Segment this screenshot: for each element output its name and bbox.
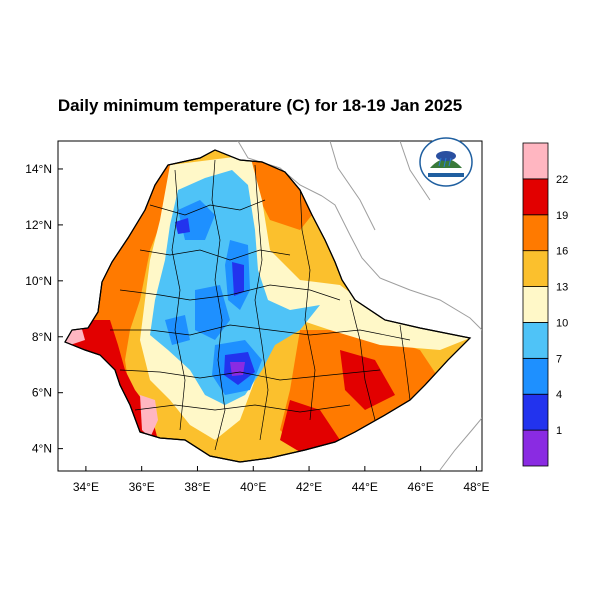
colorbar-label: 16 — [556, 246, 568, 258]
colorbar-swatch — [522, 429, 549, 467]
colorbar-legend: 1 4 7 10 13 16 19 22 — [522, 142, 568, 467]
colorbar-swatch — [522, 178, 549, 216]
x-axis: 34°E 36°E 38°E 40°E 42°E 44°E 46°E 48°E — [73, 466, 489, 494]
y-tick-label: 12°N — [25, 218, 52, 232]
neighbor-borders — [237, 141, 482, 471]
x-tick-label: 40°E — [240, 480, 266, 494]
colorbar-label: 10 — [556, 317, 568, 329]
colorbar-label: 7 — [556, 353, 562, 365]
y-tick-label: 14°N — [25, 162, 52, 176]
colorbar-swatch — [522, 142, 549, 180]
colorbar-swatch — [522, 214, 549, 252]
y-axis: 14°N 12°N 10°N 8°N 6°N 4°N — [25, 162, 63, 456]
colorbar-swatch — [522, 286, 549, 323]
y-tick-label: 10°N — [25, 274, 52, 288]
x-tick-label: 42°E — [296, 480, 322, 494]
colorbar-label: 19 — [556, 210, 568, 222]
colorbar-label: 4 — [556, 389, 562, 401]
x-tick-label: 34°E — [73, 480, 99, 494]
colorbar-swatch — [522, 357, 549, 395]
x-tick-label: 44°E — [352, 480, 378, 494]
y-tick-label: 4°N — [32, 442, 52, 456]
ethiopian-meteorology-institute-logo — [419, 137, 473, 187]
map-title: Daily minimum temperature (C) for 18-19 … — [57, 96, 463, 115]
y-tick-label: 6°N — [32, 386, 52, 400]
colorbar-swatch — [522, 322, 549, 359]
y-tick-label: 8°N — [32, 330, 52, 344]
x-tick-label: 36°E — [129, 480, 155, 494]
colorbar-label: 13 — [556, 282, 568, 294]
colorbar-swatch — [522, 393, 549, 431]
x-tick-label: 46°E — [408, 480, 434, 494]
colorbar-swatch — [522, 250, 549, 287]
x-tick-label: 48°E — [463, 480, 489, 494]
admin-boundaries — [110, 159, 411, 451]
colorbar-label: 1 — [556, 425, 562, 437]
country-outline — [64, 149, 472, 463]
colorbar-label: 22 — [556, 174, 568, 186]
x-tick-label: 38°E — [184, 480, 210, 494]
